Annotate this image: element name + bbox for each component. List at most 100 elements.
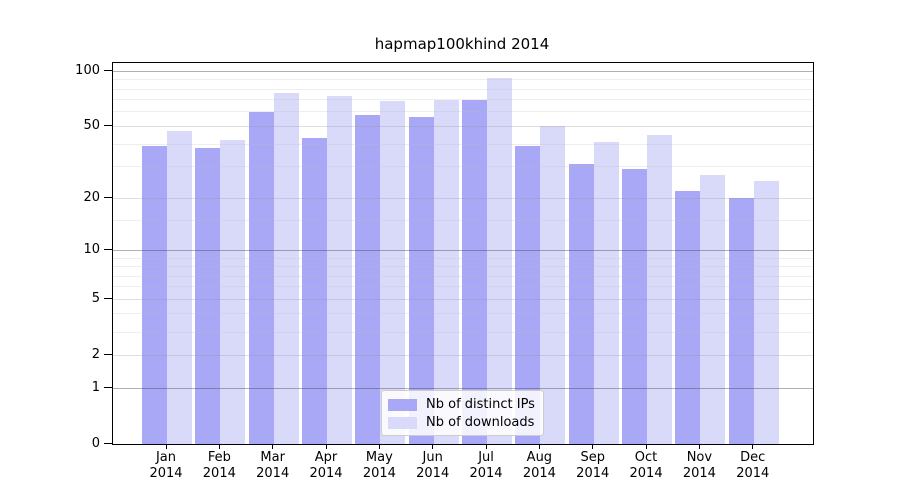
y-tick-1 <box>104 386 112 388</box>
bar-downloads-jun <box>433 99 459 444</box>
gridline-10 <box>113 249 813 251</box>
x-tick-apr <box>325 444 327 449</box>
gridline-60 <box>113 111 813 113</box>
gridline-2 <box>113 354 813 356</box>
gridline-15 <box>113 219 813 221</box>
bar-distinct-ips-oct <box>622 169 648 444</box>
bar-distinct-ips-feb <box>195 148 221 444</box>
x-tick-label-jun: Jun 2014 <box>398 450 468 482</box>
x-tick-label-feb: Feb 2014 <box>184 450 254 482</box>
x-tick-label-jan: Jan 2014 <box>131 450 201 482</box>
y-tick-5 <box>104 297 112 299</box>
gridline-90 <box>113 79 813 81</box>
x-tick-month: Mar <box>260 450 285 465</box>
gridline-40 <box>113 143 813 145</box>
x-tick-month: Dec <box>740 450 766 465</box>
bar-distinct-ips-jun <box>408 117 434 444</box>
x-tick-jan <box>165 444 167 449</box>
gridline-8 <box>113 266 813 267</box>
x-tick-year: 2014 <box>309 466 343 481</box>
bar-downloads-dec <box>753 180 779 444</box>
x-tick-label-aug: Aug 2014 <box>504 450 574 482</box>
y-tick-0 <box>104 442 112 444</box>
gridline-100 <box>113 70 813 72</box>
x-tick-label-oct: Oct 2014 <box>611 450 681 482</box>
x-tick-month: Jun <box>422 450 443 465</box>
gridline-5 <box>113 298 813 300</box>
bar-downloads-jan <box>167 131 192 444</box>
bar-downloads-jul <box>487 77 513 444</box>
x-tick-month: Sep <box>580 450 605 465</box>
gridline-4 <box>113 313 813 315</box>
y-tick-20 <box>104 196 112 198</box>
x-tick-label-mar: Mar 2014 <box>238 450 308 482</box>
y-tick-label-10: 10 <box>83 241 100 257</box>
x-tick-month: Jul <box>478 450 494 465</box>
x-tick-month: Apr <box>314 450 338 465</box>
x-tick-year: 2014 <box>362 466 396 481</box>
legend-swatch-distinct-ips <box>388 398 417 411</box>
bar-downloads-aug <box>540 126 566 444</box>
bar-distinct-ips-mar <box>248 111 274 444</box>
y-tick-100 <box>104 69 112 71</box>
x-tick-year: 2014 <box>202 466 236 481</box>
legend-entry-distinct-ips: Nb of distinct IPs <box>388 397 535 412</box>
x-tick-label-nov: Nov 2014 <box>664 450 734 482</box>
x-tick-year: 2014 <box>256 466 290 481</box>
x-tick-month: May <box>365 450 393 465</box>
x-tick-sep <box>592 444 594 449</box>
legend-label-downloads: Nb of downloads <box>426 415 535 430</box>
x-tick-nov <box>698 444 700 449</box>
chart-title: hapmap100khind 2014 <box>374 35 550 53</box>
x-tick-oct <box>645 444 647 449</box>
x-tick-year: 2014 <box>522 466 556 481</box>
y-tick-2 <box>104 353 112 355</box>
y-tick-label-100: 100 <box>75 62 100 78</box>
x-tick-year: 2014 <box>149 466 183 481</box>
x-tick-label-dec: Dec 2014 <box>718 450 788 482</box>
gridline-6 <box>113 286 813 288</box>
x-tick-label-jul: Jul 2014 <box>451 450 521 482</box>
bar-distinct-ips-may <box>355 114 381 444</box>
bar-distinct-ips-sep <box>568 164 594 444</box>
bar-downloads-mar <box>273 93 299 444</box>
gridline-1 <box>113 387 813 389</box>
gridline-70 <box>113 99 813 101</box>
gridline-9 <box>113 257 813 259</box>
plot-area <box>112 62 814 445</box>
gridline-80 <box>113 88 813 90</box>
bar-distinct-ips-jan <box>142 146 167 444</box>
bar-downloads-oct <box>647 134 673 444</box>
x-tick-month: Feb <box>207 450 231 465</box>
gridline-30 <box>113 166 813 168</box>
bar-downloads-may <box>380 100 406 444</box>
gridline-20 <box>113 197 813 199</box>
x-tick-jun <box>432 444 434 449</box>
x-tick-mar <box>272 444 274 449</box>
bar-distinct-ips-nov <box>675 190 701 444</box>
x-tick-month: Nov <box>686 450 713 465</box>
x-tick-year: 2014 <box>736 466 770 481</box>
bar-distinct-ips-apr <box>302 138 328 444</box>
x-tick-month: Jan <box>155 450 177 465</box>
bar-downloads-apr <box>327 96 353 444</box>
y-tick-50 <box>104 124 112 126</box>
x-tick-label-may: May 2014 <box>344 450 414 482</box>
legend-label-distinct-ips: Nb of distinct IPs <box>426 397 535 412</box>
gridline-50 <box>113 125 813 127</box>
y-tick-label-0: 0 <box>91 435 100 451</box>
bar-downloads-nov <box>700 174 726 444</box>
y-tick-label-5: 5 <box>91 290 100 306</box>
x-tick-year: 2014 <box>469 466 503 481</box>
x-tick-dec <box>752 444 754 449</box>
x-tick-label-sep: Sep 2014 <box>558 450 628 482</box>
x-tick-feb <box>218 444 220 449</box>
legend: Nb of distinct IPs Nb of downloads <box>381 390 544 436</box>
y-tick-label-2: 2 <box>91 346 100 362</box>
bar-distinct-ips-jul <box>462 99 488 444</box>
legend-entry-downloads: Nb of downloads <box>388 415 535 430</box>
x-tick-month: Oct <box>634 450 658 465</box>
gridline-7 <box>113 275 813 277</box>
legend-swatch-downloads <box>388 416 417 429</box>
